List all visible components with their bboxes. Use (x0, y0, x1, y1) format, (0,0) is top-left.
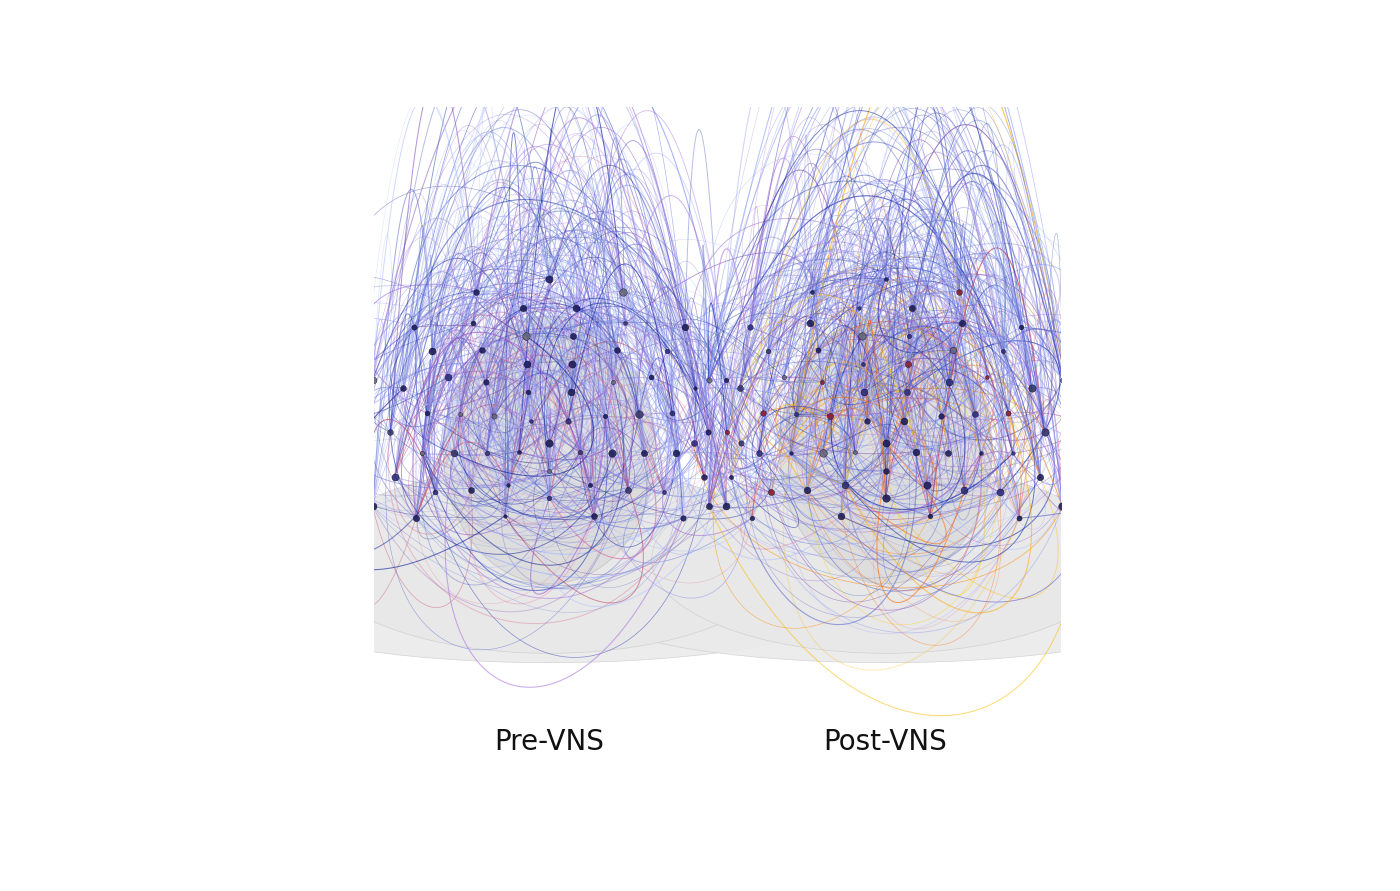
Ellipse shape (315, 466, 784, 653)
Ellipse shape (780, 316, 993, 584)
Ellipse shape (651, 466, 1120, 653)
Text: Post-VNS: Post-VNS (823, 728, 948, 756)
Ellipse shape (442, 316, 655, 584)
Ellipse shape (252, 551, 847, 663)
Text: Pre-VNS: Pre-VNS (494, 728, 605, 756)
Ellipse shape (588, 551, 1183, 663)
